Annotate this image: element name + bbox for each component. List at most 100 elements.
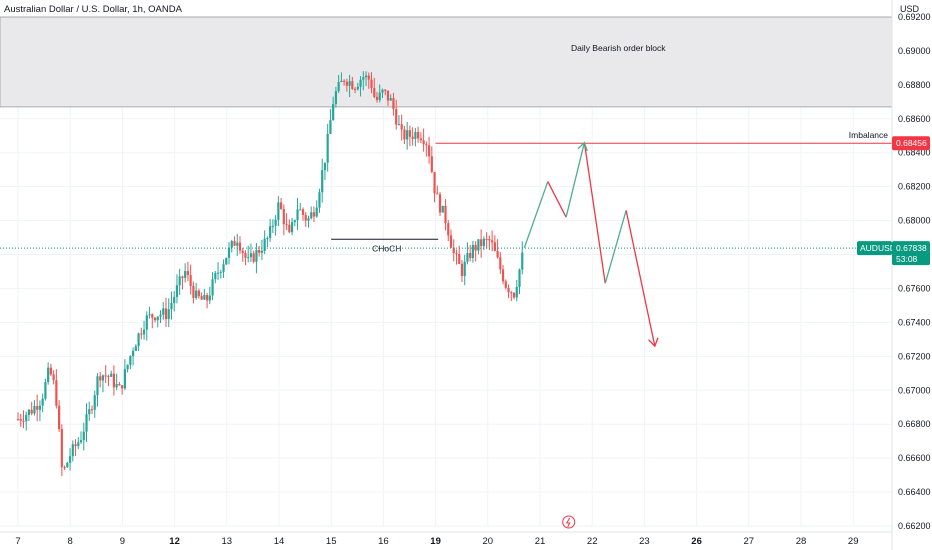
candle-body [444,205,447,224]
candle-body [101,375,105,381]
candle-body [323,162,327,171]
candle-body [493,242,496,251]
time-axis[interactable]: 7 8 9 12 13 14 15 16 19 20 21 22 23 26 27 28 29 [0,531,892,547]
candle-body [411,136,414,139]
y-tick-label: 0.68400 [898,148,931,158]
candle-body [403,129,406,140]
candle-body [137,333,140,347]
x-tick-label: 8 [68,536,73,547]
candle-body [200,296,203,300]
candle-body [173,296,176,304]
candle-body [301,209,305,215]
projection-arrow-down [648,337,659,348]
candle-body [162,308,165,315]
candle-body [417,131,420,139]
candle-body [400,124,403,130]
candle-body [332,103,335,121]
candle-body [36,405,39,410]
candle-body [238,242,242,251]
candle-body [60,429,63,468]
candle-body [222,264,225,272]
candle-body [252,253,255,262]
candle-body [353,88,357,90]
symbol-badge-text: AUDUSD [860,243,896,253]
candle-body [441,205,444,213]
candle-body [384,89,387,91]
projection-segment [625,210,656,347]
candle-body [392,98,395,110]
candle-body [178,276,181,286]
candle-body [241,250,244,254]
candle-body [115,384,118,388]
candle-body [77,442,80,447]
candle-body [414,131,417,139]
candle-body [504,281,507,288]
y-tick-label: 0.67600 [898,283,931,293]
candle-body [438,194,442,213]
price-axis[interactable]: 0.69200 0.69000 0.68800 0.68600 0.68400 0.682… [891,0,931,550]
candle-body [99,376,102,381]
candle-body [129,356,132,365]
x-tick-label: 23 [639,536,650,547]
projection-arrow-up [577,141,588,152]
candle-body [389,98,392,101]
order-block-label: Daily Bearish order block [571,43,666,53]
candle-body [214,273,217,280]
candle-body [518,269,521,287]
symbol-badge [857,241,892,256]
candle-body [477,239,480,251]
candle-body [269,226,272,238]
candle-body [19,419,22,421]
candle-body [499,257,502,270]
x-tick-label: 12 [169,536,180,547]
candle-body [205,295,209,301]
candle-body [216,272,220,274]
candle-body [68,456,72,463]
candle-body [304,214,307,221]
candle-body [463,261,466,276]
chart-title: Australian Dollar / U.S. Dollar, 1h, OAN… [4,4,182,15]
candle-body [233,241,236,246]
candle-body [192,285,195,298]
projection-segment [583,142,606,284]
candle-body [66,462,69,468]
x-tick-label: 19 [430,536,441,547]
candle-body [427,145,431,157]
candle-body [159,314,162,317]
candle-body [436,193,439,195]
y-tick-label: 0.66200 [898,521,931,531]
candle-body [134,346,137,351]
candle-body [288,224,291,233]
candle-body [208,295,211,301]
currency-label: USD [900,4,920,14]
candle-body [132,350,135,357]
event-icon [562,515,576,529]
candle-body [458,254,461,264]
candle-body [255,250,258,262]
imbalance-price-badge [892,136,930,151]
x-tick-label: 27 [744,536,755,547]
y-tick-label: 0.66800 [898,419,931,429]
candle-body [406,130,409,140]
candle-body [140,333,143,335]
current-price-badge [892,241,930,266]
choch-label: CHoCH [372,243,401,253]
candle-body [310,212,313,219]
candle-body [296,209,299,221]
candle-body [466,253,469,262]
candle-body [373,88,376,97]
x-tick-label: 15 [326,536,337,547]
candle-body [244,253,247,258]
candle-body [351,81,354,89]
candle-body [189,275,192,286]
candle-body [469,253,472,258]
candle-body [312,212,316,217]
candle-body [145,315,148,330]
candle-body [71,444,74,457]
candle-body [367,75,370,80]
candle-body [471,244,475,258]
candle-body [151,314,154,318]
candle-body [186,271,190,276]
